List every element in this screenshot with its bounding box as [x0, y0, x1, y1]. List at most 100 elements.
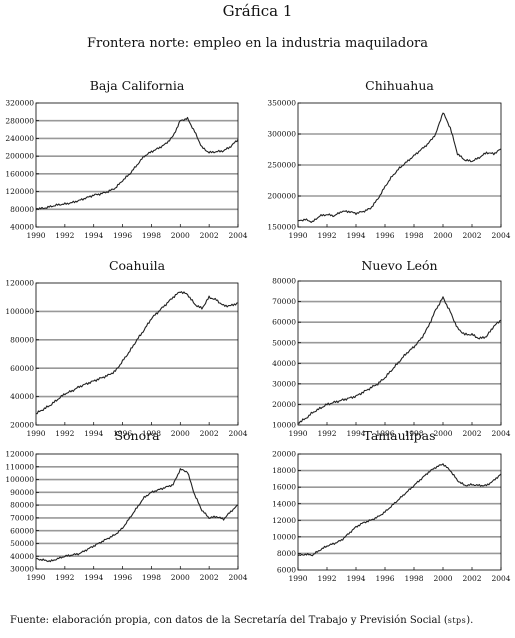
tamaulipas-series-line: [297, 463, 502, 557]
source-abbr: stps: [447, 616, 467, 625]
nuevo-leon-ytick-label: 80000: [272, 277, 296, 286]
coahuila-xtick-label: 2002: [200, 429, 219, 438]
baja-california-xtick-label: 1992: [55, 231, 74, 240]
chihuahua-xtick-label: 1990: [288, 231, 307, 240]
chihuahua-xtick-label: 2004: [491, 231, 510, 240]
sonora-xtick-label: 1996: [113, 573, 132, 582]
sonora-plot-frame: [35, 453, 239, 570]
chihuahua-ytick-label: 150000: [267, 223, 296, 232]
coahuila-xtick-label: 1998: [142, 429, 161, 438]
tamaulipas-xtick-label: 1994: [346, 574, 365, 583]
sonora-xtick-label: 1994: [84, 573, 103, 582]
source-note: Fuente: elaboración propia, con datos de…: [10, 615, 473, 626]
tamaulipas-xtick-label: 2004: [491, 574, 510, 583]
nuevo-leon-xtick-label: 1996: [375, 429, 394, 438]
sonora-ytick-label: 40000: [10, 552, 34, 561]
nuevo-leon-xtick-label: 2002: [462, 429, 481, 438]
tamaulipas-ytick-label: 8000: [277, 549, 296, 558]
coahuila-ytick-label: 100000: [5, 307, 34, 316]
sonora-xtick-label: 2004: [228, 573, 247, 582]
baja-california-ytick-label: 320000: [5, 99, 34, 108]
sonora-ytick-label: 100000: [5, 475, 34, 484]
nuevo-leon-xtick-label: 1998: [404, 429, 423, 438]
tamaulipas-xtick-label: 1998: [404, 574, 423, 583]
coahuila-ytick-label: 120000: [5, 279, 34, 288]
tamaulipas-ytick-label: 10000: [272, 532, 296, 541]
tamaulipas-xtick-label: 1990: [288, 574, 307, 583]
coahuila-xtick-label: 1990: [26, 429, 45, 438]
sonora-ytick-label: 80000: [10, 501, 34, 510]
chihuahua-ytick-label: 200000: [267, 192, 296, 201]
baja-california-ytick-label: 240000: [5, 134, 34, 143]
chihuahua-series-line: [297, 112, 502, 223]
page-title: Gráfica 1: [222, 2, 293, 20]
sonora-xtick-label: 2000: [171, 573, 190, 582]
sonora-xtick-label: 1992: [55, 573, 74, 582]
tamaulipas-ytick-label: 14000: [272, 499, 296, 508]
nuevo-leon-xtick-label: 2000: [433, 429, 452, 438]
baja-california-ytick-label: 200000: [5, 152, 34, 161]
nuevo-leon-ytick-label: 20000: [272, 400, 296, 409]
nuevo-leon-series-line: [297, 296, 502, 424]
sonora-xtick-label: 2002: [200, 573, 219, 582]
sonora-ytick-label: 70000: [10, 513, 34, 522]
chihuahua-ytick-label: 300000: [267, 130, 296, 139]
baja-california-plot-frame: [35, 102, 239, 228]
source-text: Fuente: elaboración propia, con datos de…: [10, 615, 448, 626]
source-suffix: ).: [466, 615, 474, 626]
chihuahua-xtick-label: 1992: [317, 231, 336, 240]
coahuila-xtick-label: 1996: [113, 429, 132, 438]
baja-california-xtick-label: 1996: [113, 231, 132, 240]
tamaulipas-xtick-label: 1992: [317, 574, 336, 583]
baja-california-chart-title: Baja California: [90, 78, 185, 93]
nuevo-leon-xtick-label: 2004: [491, 429, 510, 438]
baja-california-xtick-label: 1998: [142, 231, 161, 240]
baja-california-ytick-label: 40000: [10, 223, 34, 232]
baja-california-xtick-label: 2002: [200, 231, 219, 240]
coahuila-ytick-label: 60000: [10, 364, 34, 373]
sonora-ytick-label: 90000: [10, 488, 34, 497]
chihuahua-ytick-label: 350000: [267, 99, 296, 108]
chihuahua-xtick-label: 1998: [404, 231, 423, 240]
tamaulipas-ytick-label: 12000: [272, 516, 296, 525]
coahuila-xtick-label: 1992: [55, 429, 74, 438]
nuevo-leon-plot-frame: [297, 280, 502, 426]
tamaulipas-ytick-label: 6000: [277, 566, 296, 575]
nuevo-leon-ytick-label: 70000: [272, 297, 296, 306]
coahuila-xtick-label: 2004: [228, 429, 247, 438]
baja-california-xtick-label: 1990: [26, 231, 45, 240]
charts-grid: Baja California 40000 80000 120000 160000 200…: [5, 78, 510, 583]
coahuila-chart-title: Coahuila: [109, 258, 166, 273]
coahuila-ytick-label: 20000: [10, 421, 34, 430]
baja-california-ytick-label: 80000: [10, 205, 34, 214]
chihuahua-chart-title: Chihuahua: [365, 78, 434, 93]
nuevo-leon-ytick-label: 40000: [272, 359, 296, 368]
coahuila-xtick-label: 1994: [84, 429, 103, 438]
chihuahua-xtick-label: 1996: [375, 231, 394, 240]
tamaulipas-chart-title: Tamaulipas: [363, 428, 435, 443]
chihuahua-ytick-label: 250000: [267, 161, 296, 170]
baja-california-ytick-label: 280000: [5, 116, 34, 125]
baja-california-xtick-label: 1994: [84, 231, 103, 240]
nuevo-leon-xtick-label: 1992: [317, 429, 336, 438]
nuevo-leon-ytick-label: 10000: [272, 421, 296, 430]
page-subtitle: Frontera norte: empleo en la industria m…: [86, 36, 428, 51]
baja-california-ytick-label: 120000: [5, 187, 34, 196]
coahuila-ytick-label: 80000: [10, 335, 34, 344]
tamaulipas-ytick-label: 20000: [272, 450, 296, 459]
chihuahua-xtick-label: 1994: [346, 231, 365, 240]
tamaulipas-xtick-label: 2000: [433, 574, 452, 583]
baja-california-xtick-label: 2004: [228, 231, 247, 240]
tamaulipas-ytick-label: 18000: [272, 466, 296, 475]
nuevo-leon-ytick-label: 60000: [272, 318, 296, 327]
nuevo-leon-xtick-label: 1990: [288, 429, 307, 438]
sonora-xtick-label: 1998: [142, 573, 161, 582]
sonora-ytick-label: 120000: [5, 450, 34, 459]
sonora-ytick-label: 30000: [10, 565, 34, 574]
tamaulipas-plot-frame: [297, 453, 502, 571]
baja-california-ytick-label: 160000: [5, 169, 34, 178]
coahuila-ytick-label: 40000: [10, 392, 34, 401]
sonora-xtick-label: 1990: [26, 573, 45, 582]
nuevo-leon-ytick-label: 50000: [272, 338, 296, 347]
baja-california-xtick-label: 2000: [171, 231, 190, 240]
